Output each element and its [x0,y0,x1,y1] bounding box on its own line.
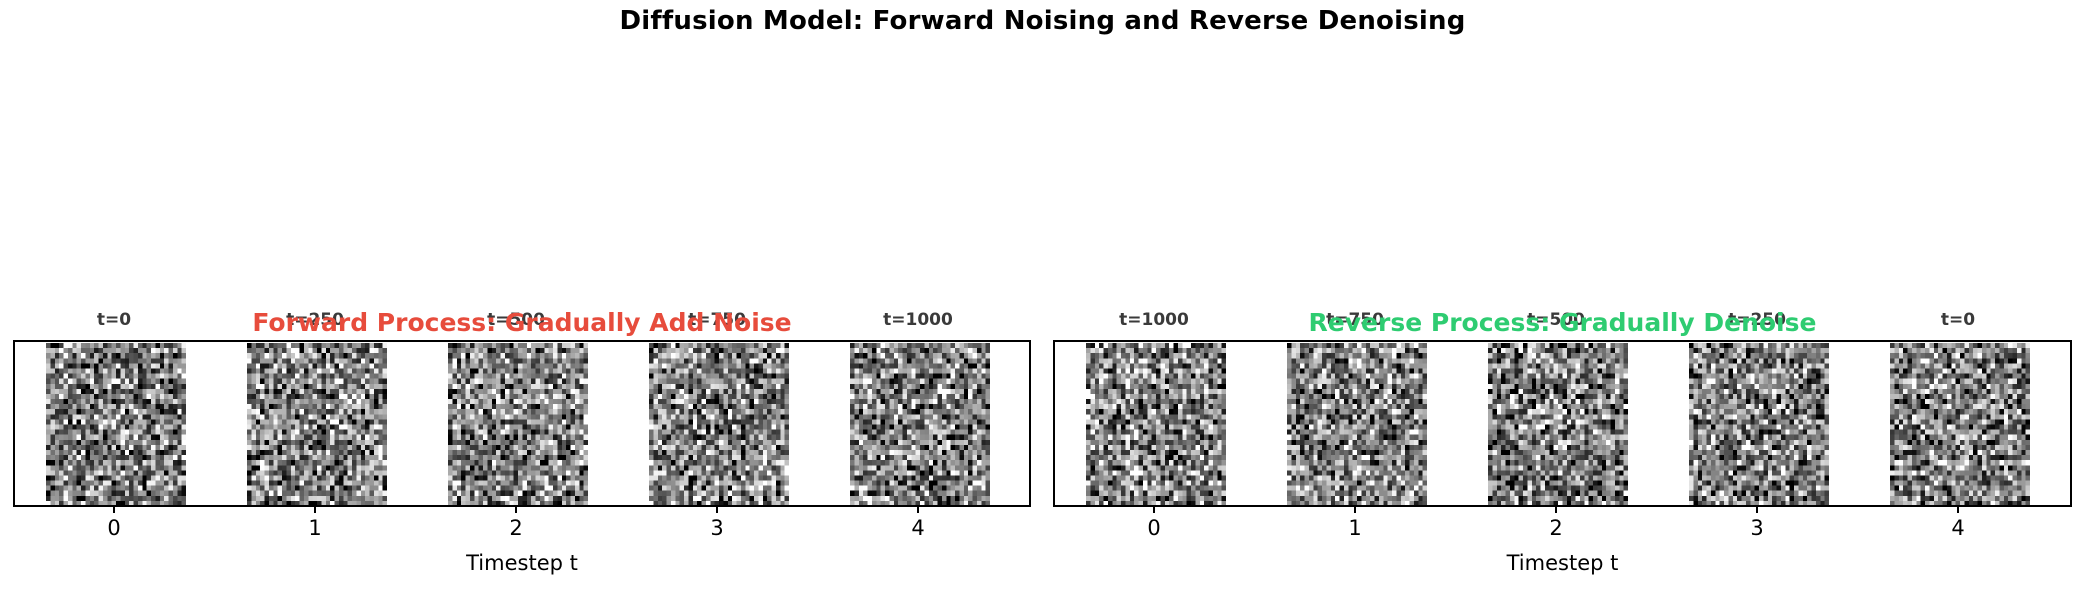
x-tick-label-forward-3: 3 [710,516,724,540]
x-axis-forward: Timestep t 0 1 2 3 4 [13,507,1031,575]
x-tick-mark-reverse-1 [1354,507,1356,513]
noise-image-reverse-2 [1488,343,1628,505]
image-caption-row-forward: t=0 t=250 t=500 t=750 t=1000 [13,310,1031,334]
x-tick-mark-forward-3 [716,507,718,513]
x-tick-label-reverse-3: 3 [1750,516,1764,540]
x-tick-label-reverse-0: 0 [1147,516,1161,540]
x-tick-label-forward-4: 4 [911,516,925,540]
image-caption-forward-0: t=0 [96,310,132,330]
x-tick-label-forward-1: 1 [308,516,322,540]
x-tick-label-forward-0: 0 [107,516,121,540]
x-axis-label-forward: Timestep t [466,551,578,575]
image-caption-reverse-4: t=0 [1940,310,1976,330]
x-tick-mark-forward-0 [113,507,115,513]
x-tick-label-forward-2: 2 [509,516,523,540]
x-tick-mark-reverse-0 [1153,507,1155,513]
noise-image-forward-0 [46,343,186,505]
noise-image-forward-2 [448,343,588,505]
image-caption-forward-2: t=500 [487,310,545,330]
noise-image-forward-1 [247,343,387,505]
figure-title: Diffusion Model: Forward Noising and Rev… [619,6,1466,36]
image-caption-reverse-3: t=250 [1728,310,1786,330]
x-tick-mark-reverse-2 [1555,507,1557,513]
noise-image-reverse-3 [1689,343,1829,505]
noise-image-reverse-4 [1890,343,2030,505]
x-tick-label-reverse-1: 1 [1348,516,1362,540]
x-tick-mark-reverse-4 [1957,507,1959,513]
image-caption-row-reverse: t=1000 t=750 t=500 t=250 t=0 [1053,310,2072,334]
noise-image-reverse-1 [1287,343,1427,505]
x-tick-mark-forward-1 [314,507,316,513]
x-tick-label-reverse-2: 2 [1549,516,1563,540]
x-axis-reverse: Timestep t 0 1 2 3 4 [1053,507,2072,575]
x-tick-mark-forward-2 [515,507,517,513]
axes-frame-reverse [1053,340,2072,507]
subplot-title-reverse: Reverse Process: Gradually Denoise [1308,308,1817,337]
x-tick-label-reverse-4: 4 [1951,516,1965,540]
x-tick-mark-forward-4 [917,507,919,513]
noise-image-forward-4 [850,343,990,505]
noise-image-forward-3 [649,343,789,505]
image-caption-reverse-0: t=1000 [1119,310,1189,330]
image-caption-reverse-1: t=750 [1326,310,1384,330]
noise-image-reverse-0 [1086,343,1226,505]
subplot-title-forward: Forward Process: Gradually Add Noise [252,308,792,337]
image-caption-forward-4: t=1000 [883,310,953,330]
x-tick-mark-reverse-3 [1756,507,1758,513]
axes-frame-forward [13,340,1031,507]
image-caption-forward-1: t=250 [286,310,344,330]
image-caption-reverse-2: t=500 [1527,310,1585,330]
x-axis-label-reverse: Timestep t [1506,551,1619,575]
image-caption-forward-3: t=750 [688,310,746,330]
